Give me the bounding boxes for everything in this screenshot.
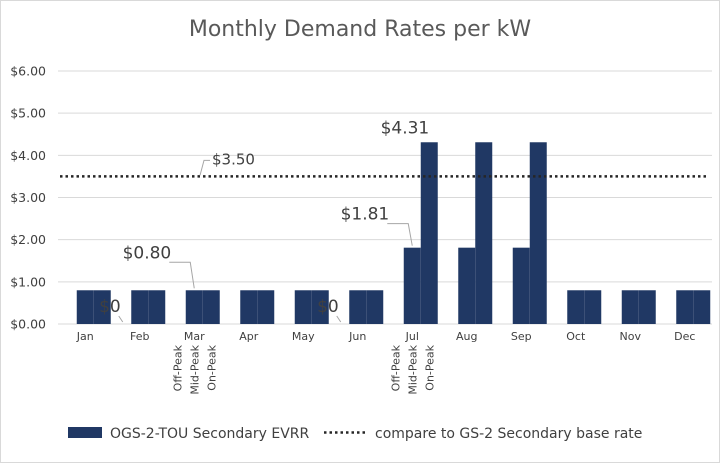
bar-sep-on-peak xyxy=(529,142,547,324)
x-tick-label: Jun xyxy=(348,330,366,343)
bar-sep-mid-peak xyxy=(512,247,530,324)
legend-bar-label: OGS-2-TOU Secondary EVRR xyxy=(110,426,309,442)
reference-label-leader xyxy=(199,159,210,176)
annotation-leader xyxy=(118,315,124,323)
bar-nov-on-peak xyxy=(638,290,656,324)
data-label: $0 xyxy=(317,297,339,317)
legend-bar-swatch xyxy=(68,427,102,438)
y-tick-label: $1.00 xyxy=(10,274,46,289)
y-tick-label: $3.00 xyxy=(10,190,46,205)
bar-jan-mid-peak xyxy=(76,290,94,324)
period-label: On-Peak xyxy=(423,344,436,390)
annotation-layer: $0 $0.80 $0 $1.81 $4.31 $3.50 xyxy=(99,118,430,323)
legend-line-label: compare to GS-2 Secondary base rate xyxy=(375,426,642,442)
x-tick-label: Feb xyxy=(130,330,149,343)
y-tick-label: $6.00 xyxy=(10,64,46,79)
bar-jun-mid-peak xyxy=(349,290,367,324)
annotation-leader xyxy=(387,223,413,246)
bar-feb-on-peak xyxy=(148,290,166,324)
bar-apr-mid-peak xyxy=(240,290,258,324)
data-label: $4.31 xyxy=(381,118,430,138)
bar-may-mid-peak xyxy=(294,290,312,324)
data-label: $0.80 xyxy=(123,243,172,263)
x-tick-labels: Jan Feb Mar Apr May Jun Jul Aug Sep Oct Nov Dec xyxy=(76,330,696,343)
x-tick-label: Oct xyxy=(566,330,586,343)
bar-mar-mid-peak xyxy=(185,290,203,324)
x-tick-label: Dec xyxy=(674,330,695,343)
period-label: Off-Peak xyxy=(171,344,184,391)
data-label: $0 xyxy=(99,297,121,317)
x-tick-label: Apr xyxy=(239,330,259,343)
bar-nov-mid-peak xyxy=(621,290,639,324)
x-tick-label: Sep xyxy=(511,330,532,343)
annotation-leader xyxy=(169,261,195,289)
y-tick-label: $2.00 xyxy=(10,232,46,247)
bar-apr-on-peak xyxy=(257,290,275,324)
x-tick-label: Aug xyxy=(456,330,477,343)
bar-aug-mid-peak xyxy=(458,247,476,324)
bar-oct-mid-peak xyxy=(567,290,585,324)
reference-line-label: $3.50 xyxy=(212,150,255,168)
x-tick-label: May xyxy=(292,330,315,343)
y-tick-label: $0.00 xyxy=(10,317,46,332)
bar-dec-on-peak xyxy=(693,290,711,324)
x-tick-label: Jan xyxy=(76,330,94,343)
bar-jul-mid-peak xyxy=(403,247,421,324)
bar-jan-on-peak xyxy=(93,290,111,324)
period-label: Mid-Peak xyxy=(406,344,419,394)
y-tick-label: $5.00 xyxy=(10,106,46,121)
chart-title: Monthly Demand Rates per kW xyxy=(189,17,532,42)
period-label: Mid-Peak xyxy=(188,344,201,394)
y-tick-labels: $0.00 $1.00 $2.00 $3.00 $4.00 $5.00 $6.00 xyxy=(10,64,46,332)
data-label: $1.81 xyxy=(341,205,390,225)
bar-oct-on-peak xyxy=(584,290,602,324)
bar-layer xyxy=(76,142,711,324)
x-tick-label: Jul xyxy=(405,330,419,343)
period-labels: Off-Peak Mid-Peak On-Peak Off-Peak Mid-Peak O… xyxy=(171,344,436,394)
grid-layer xyxy=(58,70,712,325)
bar-feb-mid-peak xyxy=(131,290,149,324)
annotation-leader xyxy=(336,315,342,323)
period-label: On-Peak xyxy=(205,344,218,390)
bar-jul-on-peak xyxy=(420,142,438,324)
bar-dec-mid-peak xyxy=(676,290,694,324)
bar-mar-on-peak xyxy=(202,290,220,324)
bar-jun-on-peak xyxy=(366,290,384,324)
legend: OGS-2-TOU Secondary EVRR compare to GS-2… xyxy=(68,426,642,442)
bar-aug-on-peak xyxy=(475,142,493,324)
period-label: Off-Peak xyxy=(389,344,402,391)
bar-may-on-peak xyxy=(311,290,329,324)
x-tick-label: Nov xyxy=(620,330,642,343)
x-tick-label: Mar xyxy=(184,330,205,343)
y-tick-label: $4.00 xyxy=(10,148,46,163)
